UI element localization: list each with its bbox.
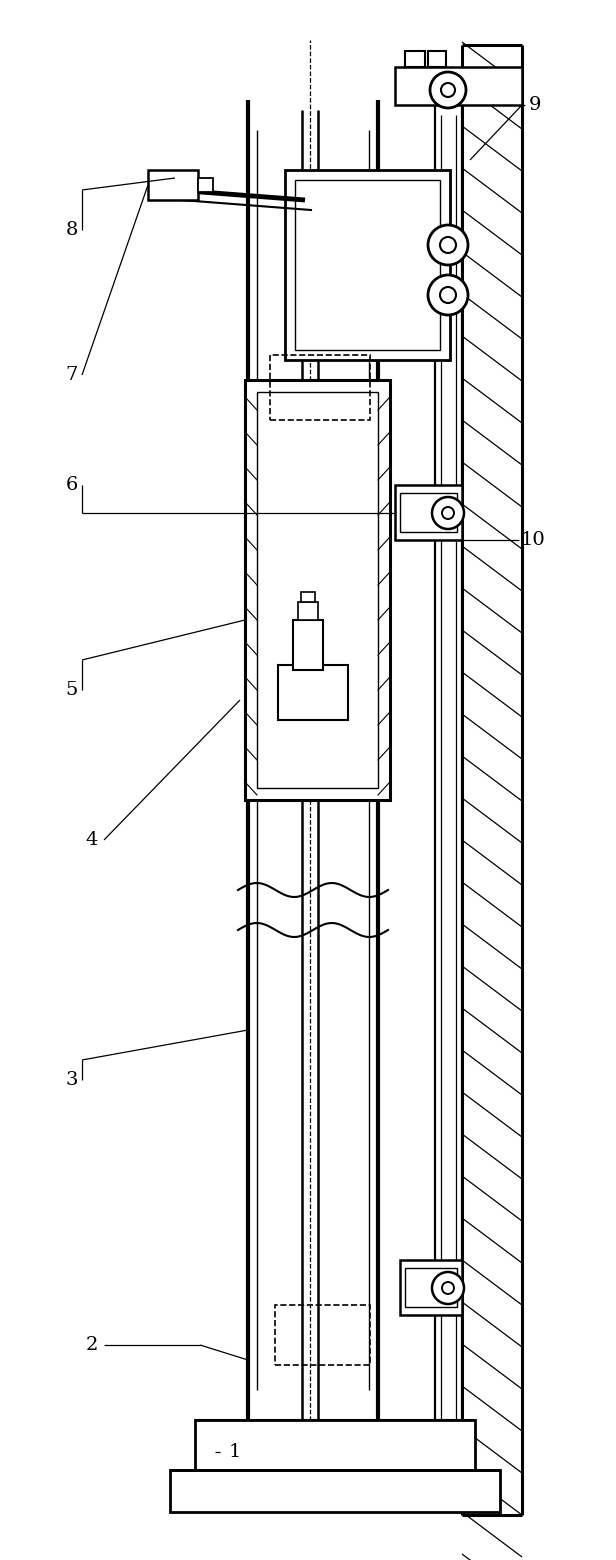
Bar	[170, 1470, 500, 1512]
Bar	[257, 392, 378, 788]
Bar	[278, 665, 348, 721]
Bar	[301, 591, 315, 602]
Bar	[428, 51, 446, 67]
Circle shape	[441, 83, 455, 97]
Text: 3: 3	[66, 1072, 78, 1089]
Circle shape	[440, 287, 456, 303]
Circle shape	[430, 72, 466, 108]
Circle shape	[442, 507, 454, 519]
Bar	[435, 84, 462, 1485]
Bar	[198, 178, 213, 192]
Text: 8: 8	[66, 222, 78, 239]
Bar	[270, 356, 370, 420]
Bar	[293, 619, 323, 669]
Text: 5: 5	[66, 682, 78, 699]
Text: 10: 10	[521, 530, 545, 549]
Bar	[405, 51, 425, 67]
Bar	[400, 493, 457, 532]
Text: 7: 7	[66, 367, 78, 384]
Bar	[298, 602, 318, 619]
Circle shape	[432, 1271, 464, 1304]
Circle shape	[440, 237, 456, 253]
Bar	[245, 381, 390, 800]
Bar	[195, 1420, 475, 1470]
Circle shape	[442, 1282, 454, 1293]
Bar	[285, 170, 450, 360]
Bar	[405, 1268, 457, 1307]
Circle shape	[428, 225, 468, 265]
Circle shape	[428, 275, 468, 315]
Bar	[395, 67, 522, 105]
Bar	[400, 1260, 462, 1315]
Circle shape	[432, 498, 464, 529]
Bar	[395, 485, 462, 540]
Text: 4: 4	[86, 831, 98, 849]
Bar	[148, 170, 198, 200]
Bar	[295, 179, 440, 349]
Text: 9: 9	[529, 97, 541, 114]
Text: 6: 6	[66, 476, 78, 495]
Text: 1: 1	[229, 1443, 241, 1462]
Bar	[275, 1306, 370, 1365]
Text: 2: 2	[86, 1335, 98, 1354]
